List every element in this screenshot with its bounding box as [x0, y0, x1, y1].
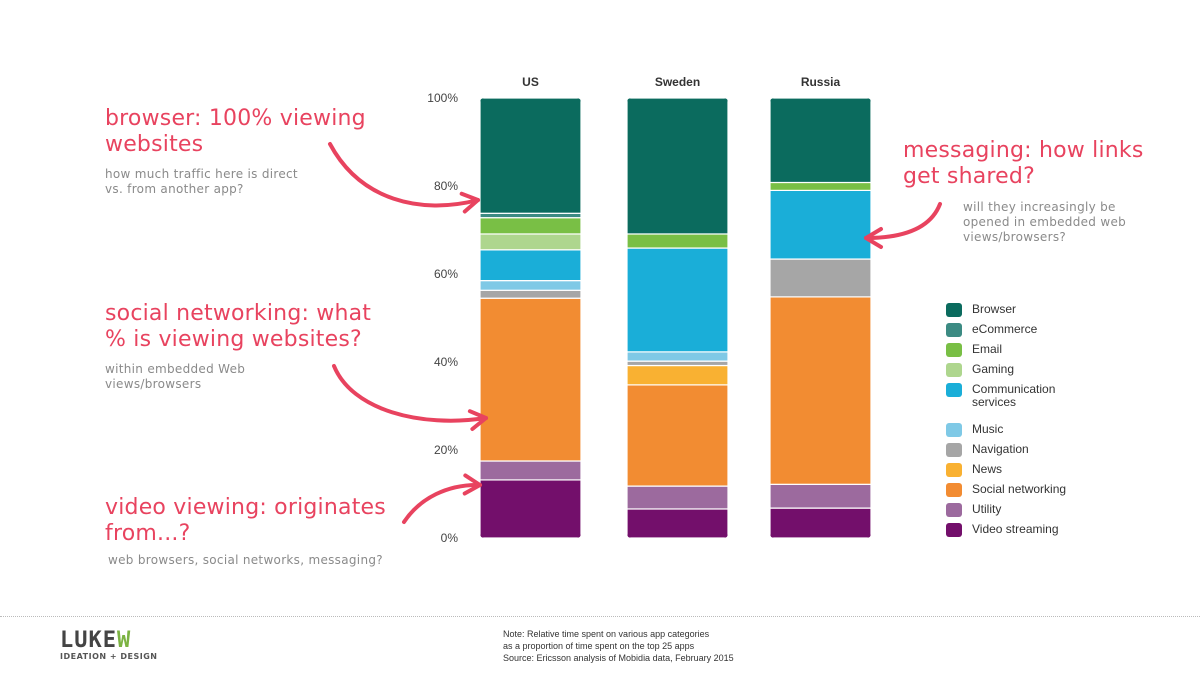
legend: Browser eCommerce Email Gaming Communication… — [946, 302, 1176, 542]
legend-swatch — [946, 363, 962, 377]
bar-stack-russia — [770, 98, 871, 538]
arrow-browser — [328, 142, 480, 214]
y-tick-label: 80% — [434, 179, 458, 193]
legend-item-video-streaming[interactable]: Video streaming — [946, 522, 1176, 542]
y-tick-label: 100% — [427, 91, 458, 105]
bar-segment-russia-video-streaming[interactable] — [770, 507, 871, 538]
bar-segment-sweden-email[interactable] — [627, 233, 728, 249]
legend-swatch — [946, 323, 962, 337]
legend-item-gaming[interactable]: Gaming — [946, 362, 1176, 382]
bar-segment-us-communication-services[interactable] — [480, 249, 581, 282]
legend-label: Video streaming — [972, 522, 1059, 536]
annotation-video-title: video viewing: originates from...? — [105, 495, 386, 546]
source-note: Note: Relative time spent on various app… — [503, 628, 734, 664]
annotation-social-title: social networking: what % is viewing web… — [105, 301, 372, 352]
y-tick-label: 40% — [434, 355, 458, 369]
legend-item-utility[interactable]: Utility — [946, 502, 1176, 522]
bar-segment-russia-social-networking[interactable] — [770, 296, 871, 485]
legend-swatch — [946, 423, 962, 437]
legend-swatch — [946, 503, 962, 517]
logo-accent-text: W — [116, 628, 132, 653]
bar-segment-us-video-streaming[interactable] — [480, 479, 581, 538]
bar-segment-russia-browser[interactable] — [770, 98, 871, 184]
bar-segment-sweden-news[interactable] — [627, 364, 728, 386]
bar-segment-us-utility[interactable] — [480, 460, 581, 481]
legend-label: Music — [972, 422, 1004, 436]
bar-segment-russia-utility[interactable] — [770, 483, 871, 509]
legend-label: eCommerce — [972, 322, 1038, 336]
y-tick-label: 0% — [441, 531, 459, 545]
legend-item-news[interactable]: News — [946, 462, 1176, 482]
legend-item-social-networking[interactable]: Social networking — [946, 482, 1176, 502]
bar-segment-us-browser[interactable] — [480, 98, 581, 214]
category-label-us: US — [522, 75, 539, 89]
bar-segment-russia-navigation[interactable] — [770, 258, 871, 298]
bar-stack-us — [480, 98, 581, 538]
logo-wordmark: LUKEW — [60, 630, 131, 652]
legend-swatch — [946, 523, 962, 537]
y-tick-label: 60% — [434, 267, 458, 281]
bar-segment-sweden-social-networking[interactable] — [627, 384, 728, 487]
bar-segment-us-social-networking[interactable] — [480, 297, 581, 462]
legend-label: Browser — [972, 302, 1017, 316]
annotation-browser: browser: 100% viewing websites how much … — [105, 106, 395, 197]
arrow-social — [332, 364, 488, 431]
legend-label: Communication services — [972, 382, 1056, 409]
note-line: Source: Ericsson analysis of Mobidia dat… — [503, 653, 734, 663]
bar-segment-us-ecommerce[interactable] — [480, 212, 581, 219]
bar-stack-sweden — [627, 98, 728, 538]
legend-swatch — [946, 483, 962, 497]
legend-label: Utility — [972, 502, 1002, 516]
legend-item-email[interactable]: Email — [946, 342, 1176, 362]
legend-label: Social networking — [972, 482, 1067, 496]
annotation-messaging-title: messaging: how links get shared? — [903, 138, 1144, 189]
annotation-video-subtitle: web browsers, social networks, messaging… — [108, 553, 383, 567]
legend-label: Gaming — [972, 362, 1015, 376]
category-label-russia: Russia — [801, 75, 841, 89]
legend-swatch — [946, 463, 962, 477]
legend-item-communication-services[interactable]: Communication services — [946, 382, 1176, 422]
logo-main-text: LUKE — [60, 628, 117, 653]
note-line: Note: Relative time spent on various app… — [503, 629, 710, 639]
bar-segment-sweden-communication-services[interactable] — [627, 247, 728, 353]
legend-swatch — [946, 443, 962, 457]
legend-swatch — [946, 383, 962, 397]
annotation-browser-title: browser: 100% viewing websites — [105, 106, 366, 157]
annotation-messaging: messaging: how links get shared? will th… — [903, 138, 1163, 245]
legend-item-browser[interactable]: Browser — [946, 302, 1176, 322]
annotation-social-subtitle: within embedded Web views/browsers — [105, 362, 246, 391]
annotation-video: video viewing: originates from...? web b… — [105, 495, 405, 568]
legend-item-music[interactable]: Music — [946, 422, 1176, 442]
legend-label: Email — [972, 342, 1003, 356]
annotation-browser-subtitle: how much traffic here is direct vs. from… — [105, 167, 298, 196]
footer-divider — [0, 616, 1200, 617]
bar-segment-us-music[interactable] — [480, 280, 581, 291]
legend-swatch — [946, 343, 962, 357]
arrow-messaging — [864, 202, 942, 249]
bar-segment-sweden-browser[interactable] — [627, 98, 728, 235]
bar-segment-russia-email[interactable] — [770, 181, 871, 191]
arrow-video — [402, 473, 482, 524]
bar-segment-russia-communication-services[interactable] — [770, 189, 871, 260]
legend-label: Navigation — [972, 442, 1029, 456]
bar-segment-sweden-utility[interactable] — [627, 485, 728, 510]
legend-item-ecommerce[interactable]: eCommerce — [946, 322, 1176, 342]
note-line: as a proportion of time spent on the top… — [503, 641, 695, 651]
annotation-messaging-subtitle: will they increasingly be opened in embe… — [963, 200, 1127, 244]
bar-segment-us-gaming[interactable] — [480, 233, 581, 251]
bar-segment-us-email[interactable] — [480, 217, 581, 235]
bar-segment-us-navigation[interactable] — [480, 289, 581, 299]
lukew-logo[interactable]: LUKEW IDEATION + DESIGN — [60, 630, 180, 664]
legend-label: News — [972, 462, 1003, 476]
bar-segment-sweden-video-streaming[interactable] — [627, 508, 728, 538]
y-tick-label: 20% — [434, 443, 458, 457]
legend-swatch — [946, 303, 962, 317]
logo-tagline: IDEATION + DESIGN — [60, 652, 158, 661]
legend-item-navigation[interactable]: Navigation — [946, 442, 1176, 462]
category-label-sweden: Sweden — [655, 75, 700, 89]
annotation-social: social networking: what % is viewing web… — [105, 301, 405, 392]
bar-segment-sweden-navigation[interactable] — [627, 360, 728, 367]
bar-segment-sweden-music[interactable] — [627, 351, 728, 362]
